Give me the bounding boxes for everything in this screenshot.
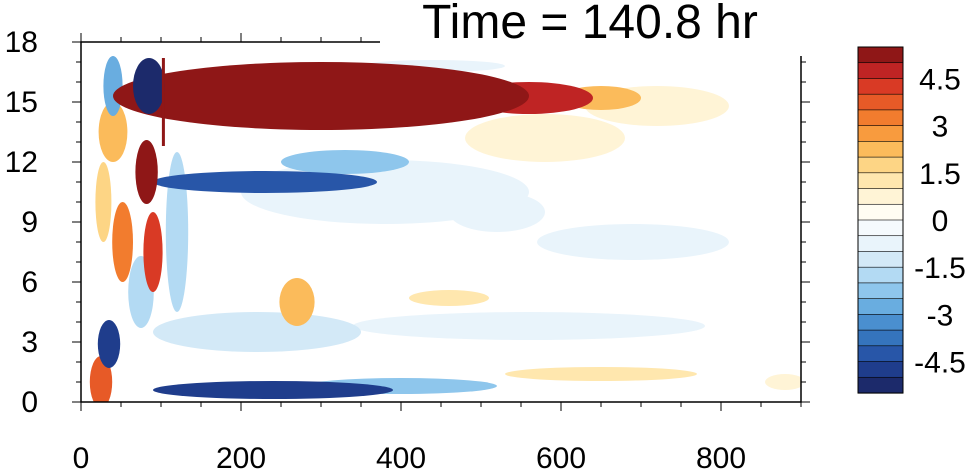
heatmap-feature (409, 290, 489, 306)
colorbar-swatch (857, 282, 904, 300)
x-tick-label: 600 (536, 442, 586, 473)
heatmap-feature (143, 212, 163, 292)
heatmap-feature (133, 58, 165, 114)
colorbar-swatch (857, 172, 904, 190)
heatmap-feature (103, 56, 123, 116)
colorbar-swatch (857, 298, 904, 315)
heatmap-feature (537, 224, 729, 260)
colorbar-swatch (857, 314, 904, 331)
colorbar-swatch (857, 219, 904, 237)
x-tick-label: 200 (216, 442, 266, 473)
title-backdrop (380, 0, 820, 56)
heatmap-feature (113, 62, 529, 130)
heatmap-feature (165, 152, 189, 312)
colorbar-swatch (857, 235, 904, 253)
colorbar-tick-label: 4.5 (919, 63, 961, 96)
colorbar-swatch (857, 125, 904, 142)
colorbar-tick-label: -4.5 (914, 347, 965, 380)
colorbar-tick-label: -3 (927, 299, 954, 332)
y-tick-label: 15 (5, 86, 38, 119)
y-tick-label: 6 (21, 266, 38, 299)
x-tick-label: 400 (376, 442, 426, 473)
colorbar-swatch (857, 345, 904, 363)
colorbar-swatch (857, 251, 904, 268)
heatmap-feature (153, 171, 377, 193)
heatmap-feature (353, 312, 705, 340)
colorbar-tick-label: -1.5 (914, 252, 965, 285)
x-tick-label: 0 (73, 442, 90, 473)
y-tick-label: 18 (5, 26, 38, 59)
colorbar-swatch (857, 93, 904, 111)
colorbar-swatch (857, 188, 904, 205)
heatmap-feature (153, 381, 393, 399)
colorbar-swatch (857, 78, 904, 95)
heatmap-feature (765, 374, 801, 390)
colorbar-swatch (857, 329, 904, 347)
colorbar-tick-label: 1.5 (919, 158, 961, 191)
colorbar-swatch (857, 109, 904, 127)
x-axis: 0 200 400 600 800 (73, 33, 802, 473)
y-tick-label: 12 (5, 146, 38, 179)
heatmap-feature (281, 150, 409, 174)
colorbar-frame (857, 46, 904, 394)
y-axis: 0 3 6 9 12 15 18 (5, 26, 810, 419)
heatmap-field (89, 56, 801, 402)
colorbar-tick-label: 3 (932, 111, 949, 144)
heatmap-feature (153, 312, 361, 352)
colorbar-swatch (857, 361, 904, 378)
chart-title: Time = 140.8 hr (422, 0, 758, 49)
heatmap-feature (135, 140, 158, 204)
heatmap-feature (279, 278, 315, 326)
colorbar: 4.5 3 1.5 0 -1.5 -3 -4.5 (857, 46, 965, 394)
y-tick-label: 3 (21, 326, 38, 359)
y-tick-label: 0 (21, 386, 38, 419)
heatmap-feature (112, 202, 133, 282)
colorbar-tick-label: 0 (932, 205, 949, 238)
colorbar-swatch (857, 156, 904, 174)
heatmap-feature (95, 162, 112, 242)
heatmap-feature (98, 102, 128, 162)
heatmap-feature (97, 320, 121, 368)
heatmap-feature (505, 367, 697, 381)
heatmap-feature (465, 114, 625, 162)
y-tick-label: 9 (21, 206, 38, 239)
colorbar-swatch (857, 62, 904, 80)
heatmap-feature (89, 356, 113, 402)
colorbar-swatch (857, 46, 904, 64)
colorbar-swatch (857, 376, 904, 394)
colorbar-swatch (857, 141, 904, 158)
x-tick-label: 800 (696, 442, 746, 473)
colorbar-swatch (857, 203, 904, 221)
colorbar-swatch (857, 266, 904, 284)
